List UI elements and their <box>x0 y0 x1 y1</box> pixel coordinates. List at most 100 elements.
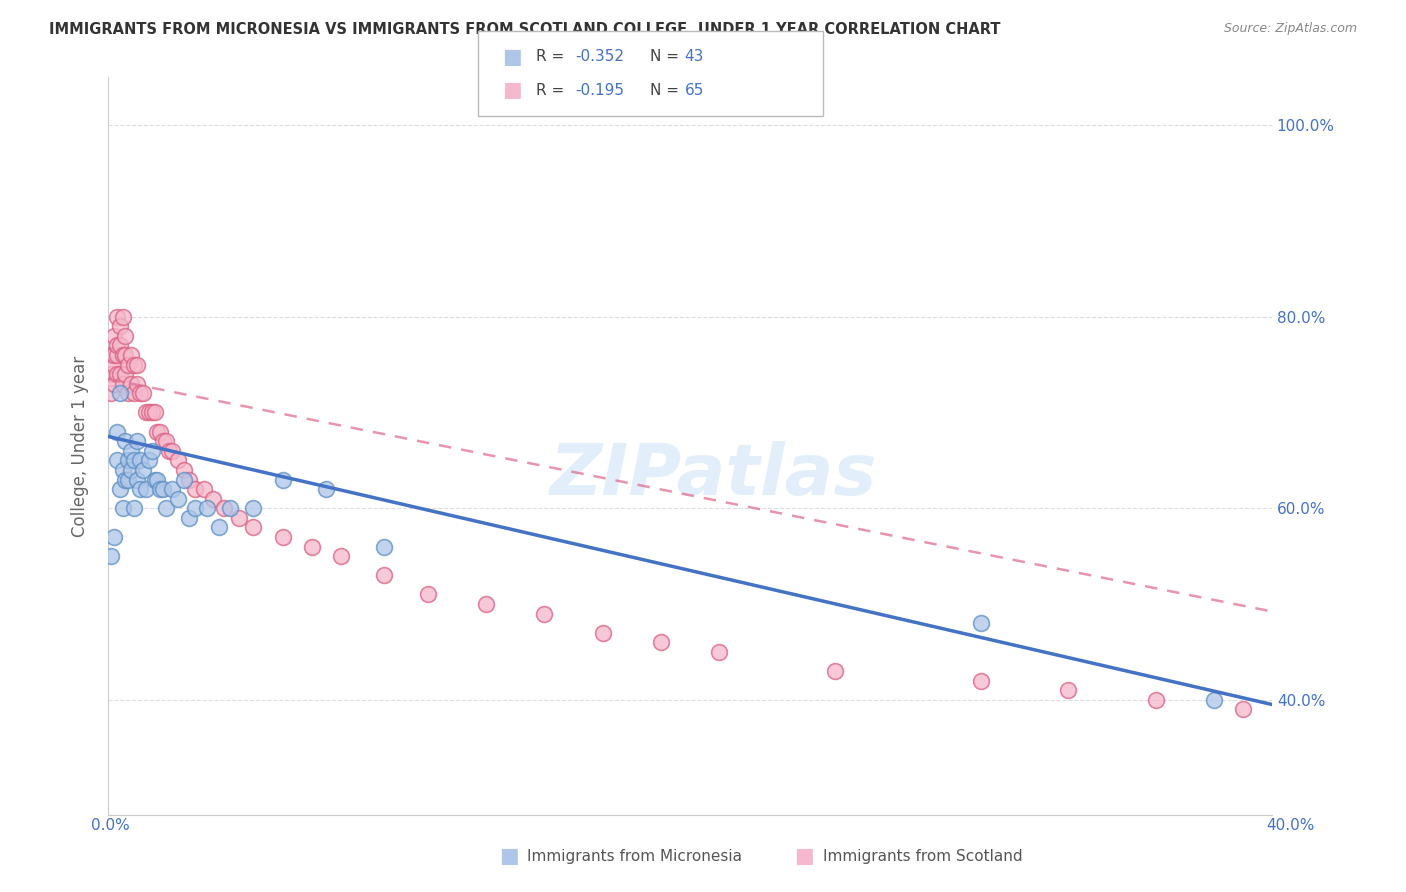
Point <box>707 645 730 659</box>
Point <box>122 358 145 372</box>
Point <box>373 568 395 582</box>
Point <box>111 501 134 516</box>
Point <box>179 510 201 524</box>
Point <box>117 358 139 372</box>
Point <box>173 473 195 487</box>
Point <box>301 540 323 554</box>
Point <box>1057 683 1080 698</box>
Text: ■: ■ <box>499 847 519 866</box>
Point <box>120 443 142 458</box>
Point <box>122 453 145 467</box>
Point <box>100 368 122 382</box>
Text: Immigrants from Micronesia: Immigrants from Micronesia <box>527 849 742 863</box>
Point <box>315 482 337 496</box>
Text: -0.195: -0.195 <box>575 83 624 98</box>
Point <box>108 386 131 401</box>
Point <box>242 501 264 516</box>
Point <box>114 348 136 362</box>
Point <box>114 368 136 382</box>
Point <box>157 443 180 458</box>
Point <box>105 425 128 439</box>
Point <box>111 348 134 362</box>
Point <box>160 482 183 496</box>
Point <box>146 473 169 487</box>
Point <box>105 368 128 382</box>
Point <box>108 368 131 382</box>
Text: ■: ■ <box>502 80 522 100</box>
Point <box>155 434 177 449</box>
Point <box>127 434 149 449</box>
Point <box>122 386 145 401</box>
Point <box>329 549 352 563</box>
Point <box>103 329 125 343</box>
Point <box>141 405 163 419</box>
Text: -0.352: -0.352 <box>575 49 624 64</box>
Text: ZIPatlas: ZIPatlas <box>550 441 877 510</box>
Text: IMMIGRANTS FROM MICRONESIA VS IMMIGRANTS FROM SCOTLAND COLLEGE, UNDER 1 YEAR COR: IMMIGRANTS FROM MICRONESIA VS IMMIGRANTS… <box>49 22 1001 37</box>
Text: N =: N = <box>650 49 683 64</box>
Text: ■: ■ <box>794 847 814 866</box>
Point <box>160 443 183 458</box>
Point <box>650 635 672 649</box>
Text: N =: N = <box>650 83 683 98</box>
Point <box>108 338 131 352</box>
Point <box>207 520 229 534</box>
Point <box>271 473 294 487</box>
Point <box>228 510 250 524</box>
Point <box>475 597 498 611</box>
Point <box>155 501 177 516</box>
Point <box>141 443 163 458</box>
Point <box>132 386 155 401</box>
Text: Source: ZipAtlas.com: Source: ZipAtlas.com <box>1223 22 1357 36</box>
Text: 65: 65 <box>685 83 704 98</box>
Point <box>100 348 122 362</box>
Point <box>824 664 846 678</box>
Point <box>120 376 142 391</box>
Point <box>132 463 155 477</box>
Point <box>242 520 264 534</box>
Point <box>149 425 172 439</box>
Point <box>117 453 139 467</box>
Point <box>120 348 142 362</box>
Point <box>103 530 125 544</box>
Point <box>195 501 218 516</box>
Point <box>184 501 207 516</box>
Point <box>129 482 152 496</box>
Text: 0.0%: 0.0% <box>91 818 131 832</box>
Point <box>149 482 172 496</box>
Point <box>103 376 125 391</box>
Point <box>179 473 201 487</box>
Text: ■: ■ <box>502 47 522 67</box>
Point <box>127 473 149 487</box>
Text: R =: R = <box>536 83 569 98</box>
Point <box>111 463 134 477</box>
Point <box>533 607 555 621</box>
Point <box>970 673 993 688</box>
Point <box>1144 692 1167 706</box>
Point <box>129 386 152 401</box>
Point <box>146 425 169 439</box>
Point <box>166 453 188 467</box>
Point <box>152 482 174 496</box>
Point <box>271 530 294 544</box>
Point <box>166 491 188 506</box>
Point <box>135 482 157 496</box>
Point <box>143 473 166 487</box>
Point <box>108 482 131 496</box>
Point <box>214 501 236 516</box>
Point <box>1232 702 1254 716</box>
Point <box>120 463 142 477</box>
Point <box>152 434 174 449</box>
Point <box>127 358 149 372</box>
Point <box>117 473 139 487</box>
Point <box>114 434 136 449</box>
Point <box>100 386 122 401</box>
Point <box>135 405 157 419</box>
Point <box>114 473 136 487</box>
Point <box>105 310 128 324</box>
Point <box>111 376 134 391</box>
Point <box>201 491 224 506</box>
Point <box>970 616 993 631</box>
Point <box>103 358 125 372</box>
Point <box>105 348 128 362</box>
